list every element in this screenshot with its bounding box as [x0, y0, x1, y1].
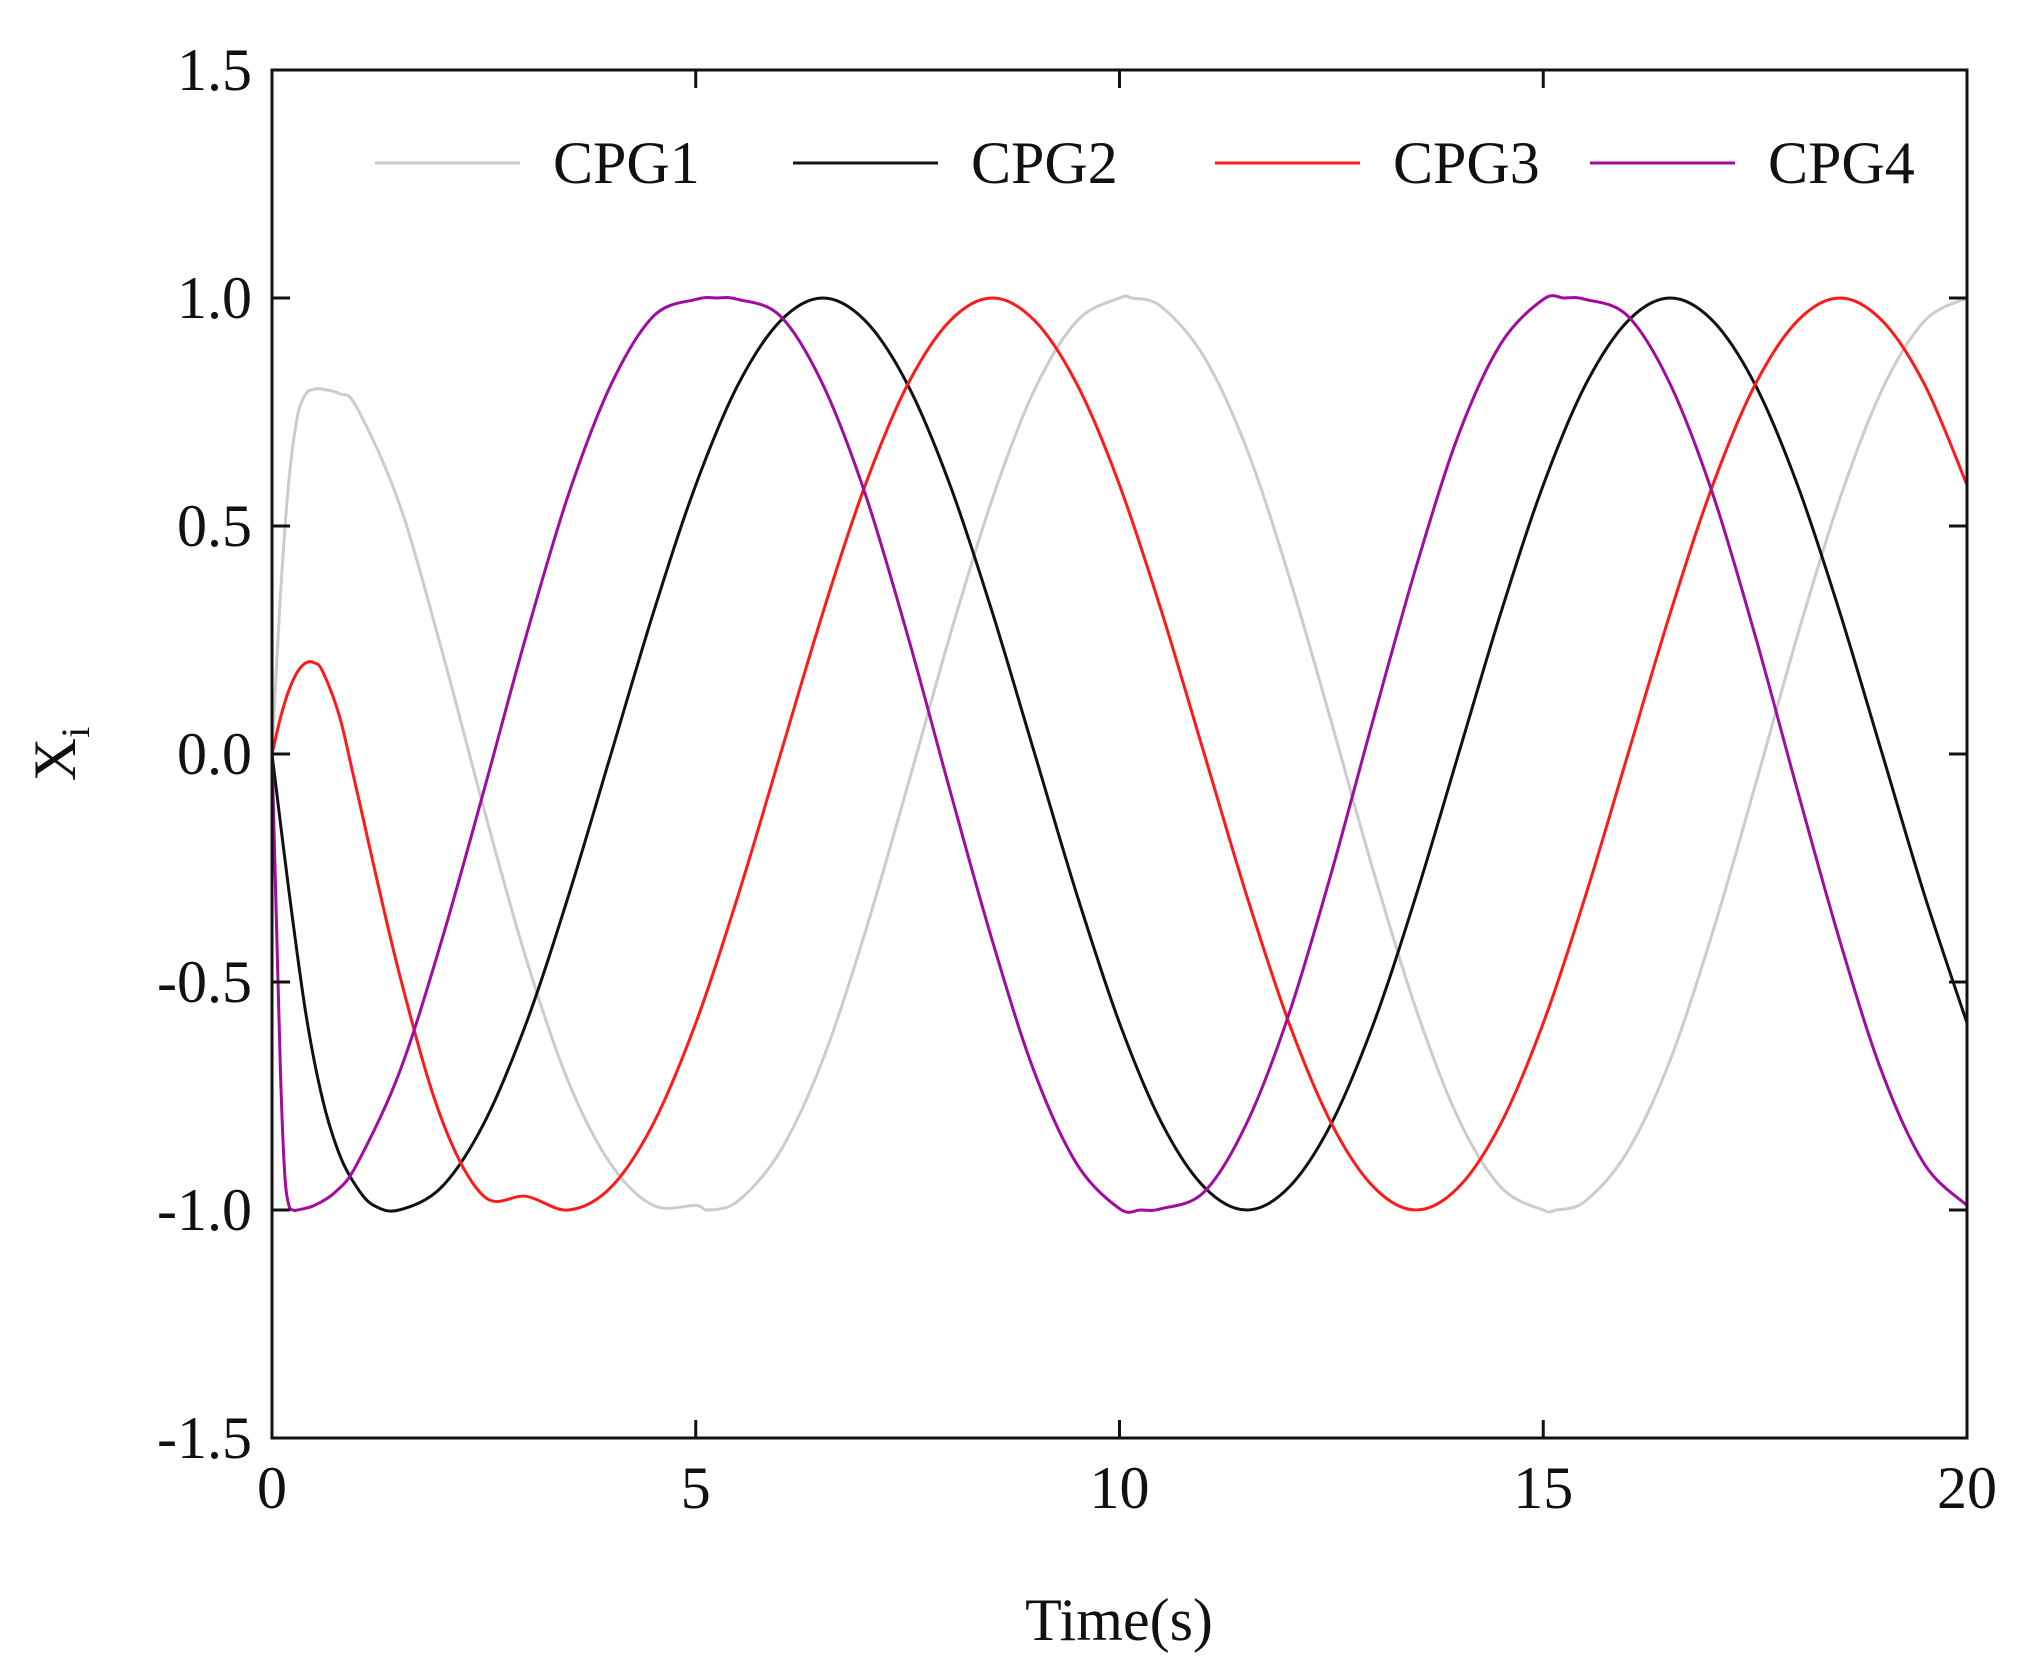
x-tick-label: 10: [1090, 1455, 1150, 1521]
series-line-cpg1: [270, 294, 1968, 1214]
y-axis-title-main: X: [22, 738, 88, 781]
series-line-cpg2: [270, 296, 1969, 1213]
y-tick-label: -1.5: [157, 1405, 252, 1471]
plot-frame: [270, 68, 1969, 1440]
series-layer: [270, 294, 1969, 1214]
x-tick-label: 15: [1513, 1455, 1573, 1521]
legend-label-cpg2: CPG2: [971, 130, 1118, 196]
y-tick-label: 1.5: [177, 37, 252, 103]
y-axis-title-subscript: i: [53, 727, 98, 738]
legend-label-cpg1: CPG1: [553, 130, 700, 196]
x-tick-label: 0: [257, 1455, 287, 1521]
y-tick-label: 1.0: [177, 265, 252, 331]
series-line-cpg3: [270, 296, 1969, 1212]
legend: CPG1 CPG2 CPG3 CPG4: [375, 130, 1915, 196]
tick-layer: 0 5 10 15 20 1.5 1.0 0.5 0.0 -0.5 -1.0 -1.5: [157, 37, 1997, 1521]
y-tick-label: 0.0: [177, 721, 252, 787]
x-tick-label: 5: [681, 1455, 711, 1521]
x-axis-title: Time(s): [1025, 1587, 1213, 1653]
y-tick-label: -1.0: [157, 1177, 252, 1243]
legend-label-cpg3: CPG3: [1393, 130, 1540, 196]
legend-label-cpg4: CPG4: [1768, 130, 1915, 196]
y-tick-label: -0.5: [157, 949, 252, 1015]
series-line-cpg4: [270, 294, 1969, 1214]
x-tick-label: 20: [1937, 1455, 1997, 1521]
y-axis-title: Xi: [22, 727, 98, 781]
y-tick-label: 0.5: [177, 493, 252, 559]
